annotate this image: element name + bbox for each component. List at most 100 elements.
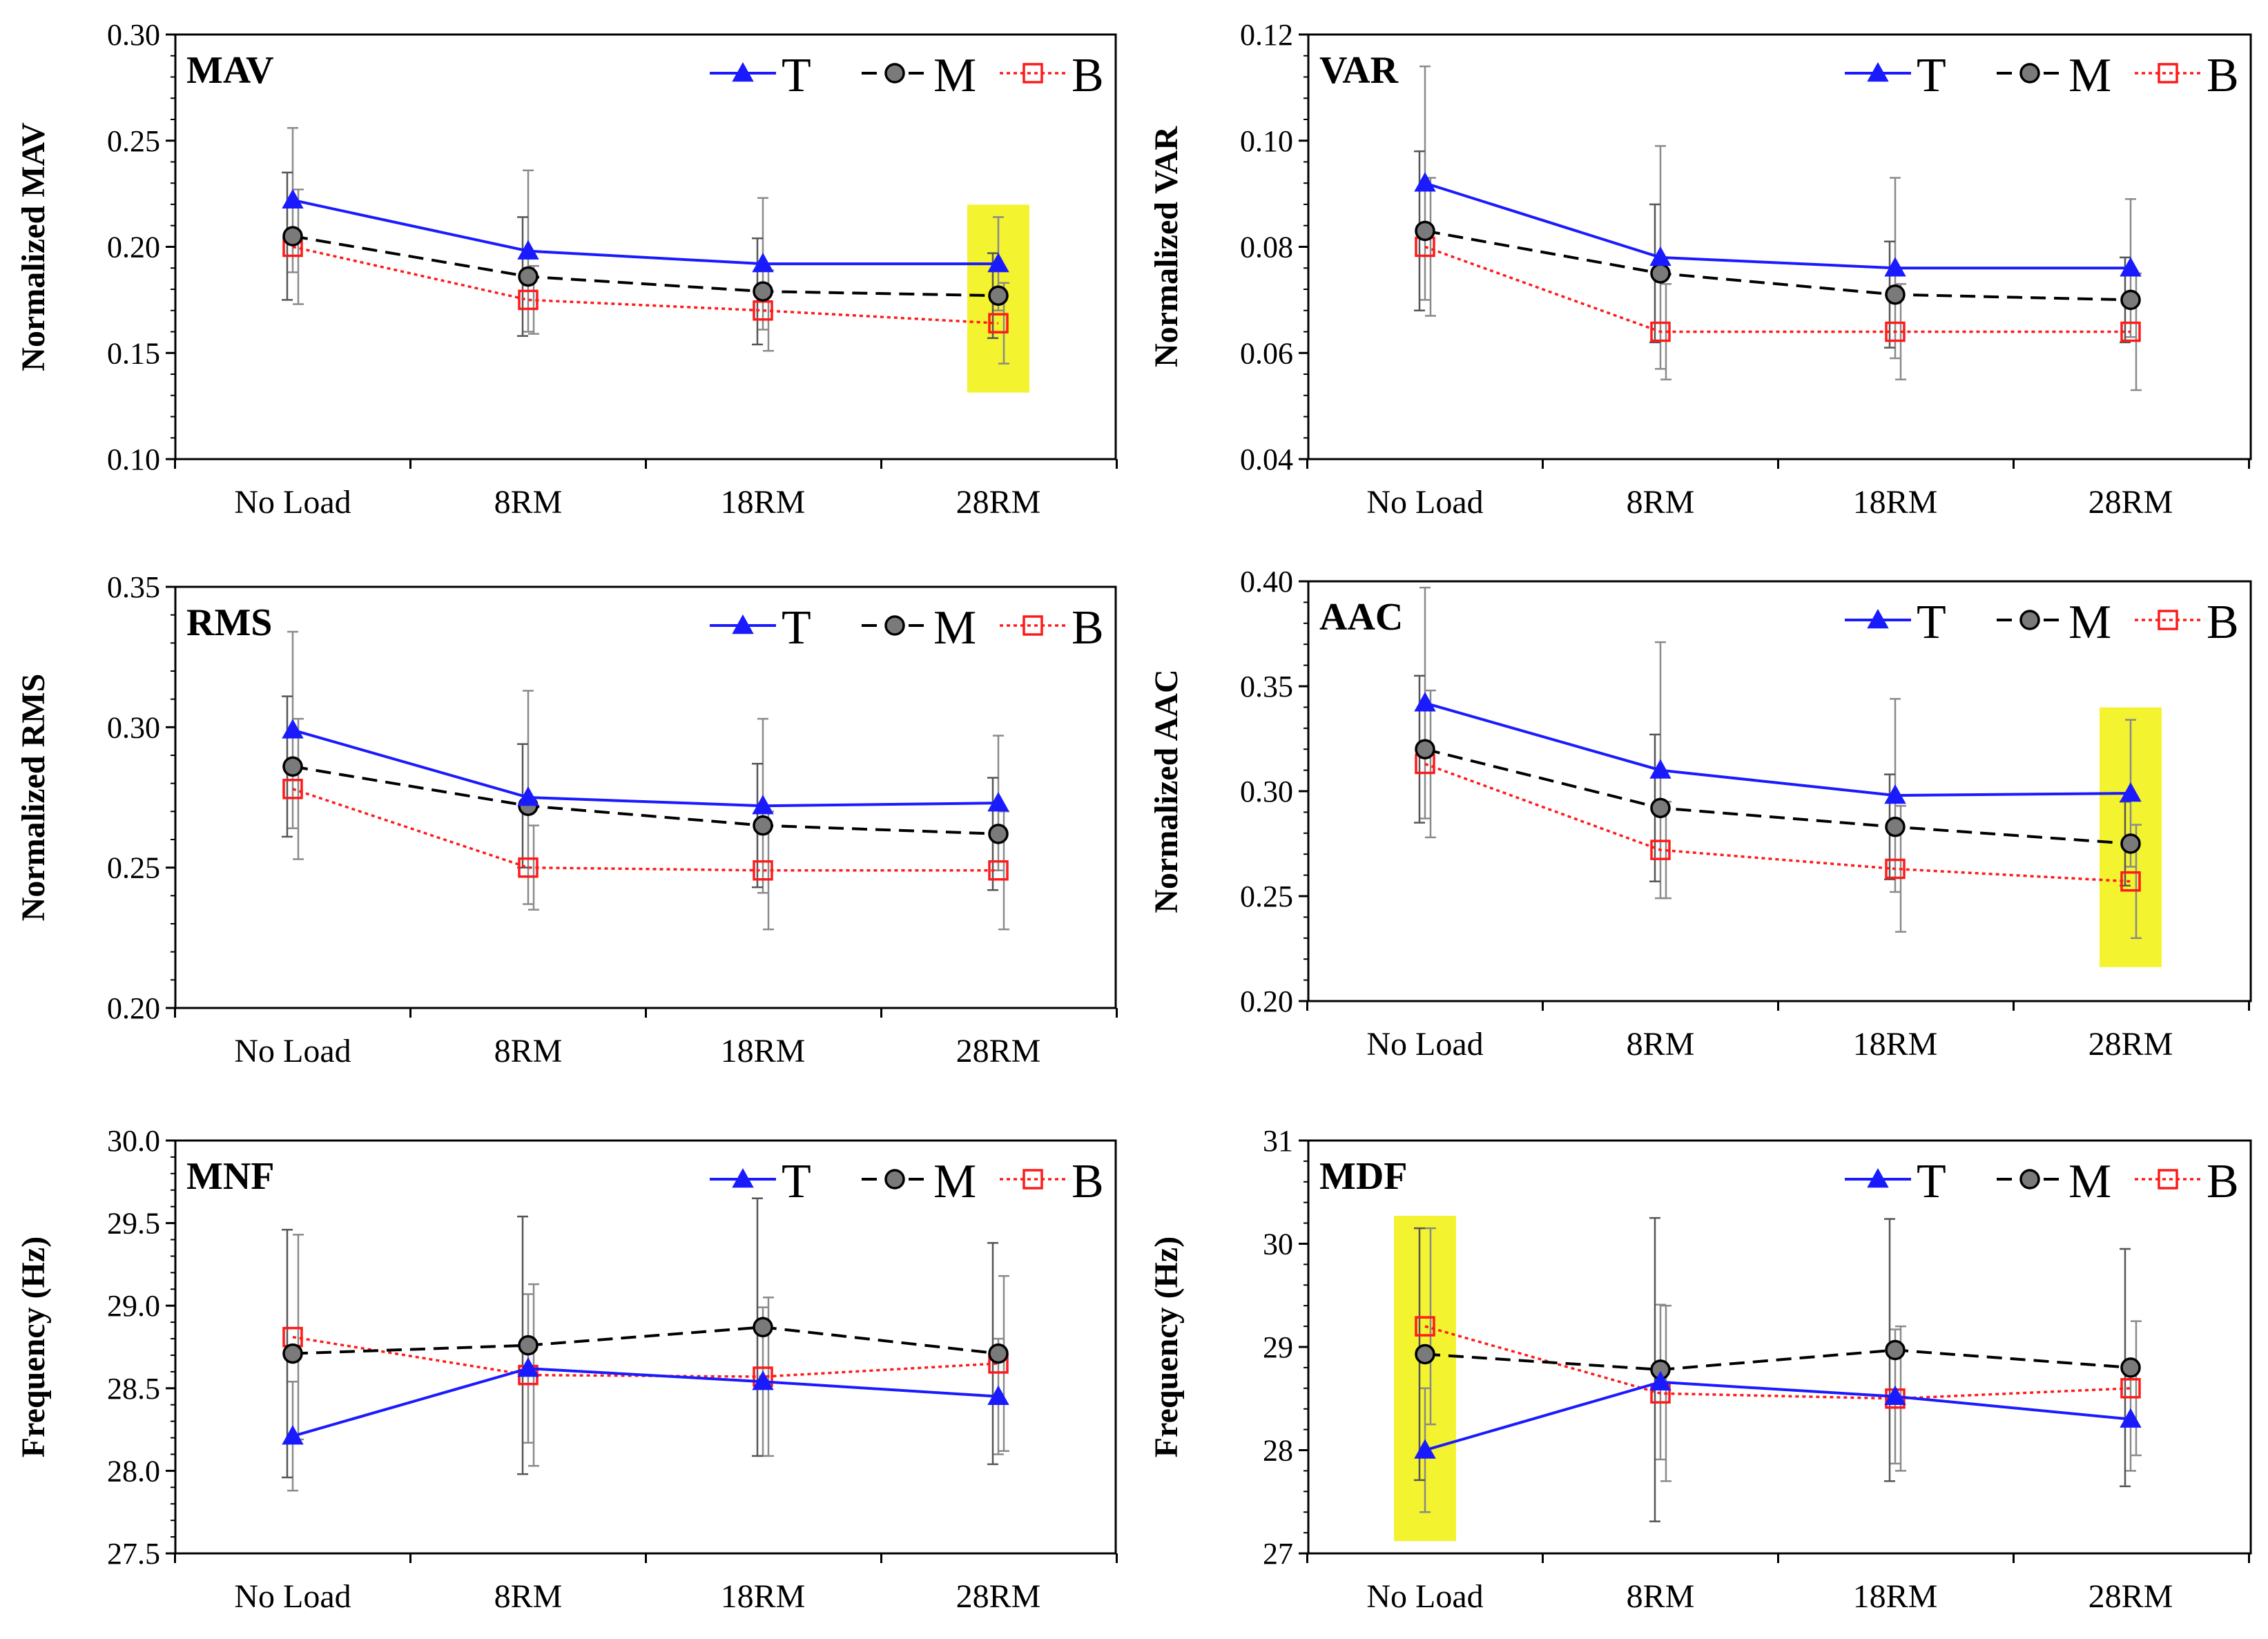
x-axis: No Load 8RM 18RM 28RM [174,1553,1118,1615]
series-line-t [1424,182,2131,270]
x-tick-label: 18RM [721,484,806,521]
error-bar-b [1425,1227,1436,1426]
data-point-m [753,1317,773,1338]
series-line-t [1424,1380,2131,1452]
x-tick-label: 28RM [956,484,1041,521]
data-point-b [988,313,1009,333]
data-point-b [2120,871,2141,892]
legend-marker-t [1867,608,1889,629]
data-point-m [1885,284,1906,305]
data-point-m [1885,816,1906,837]
legend-marker-t [1867,61,1889,82]
legend-label-t: T [1917,1155,1946,1208]
y-tick-label: 0.30 [1240,775,1293,808]
data-point-m [518,1335,539,1356]
chart-mdf: 27 28 29 30 31 No Load 8RM 18RM 28RM Frequency (H… [1148,1124,2252,1615]
legend-marker-m [884,63,905,84]
data-point-m [1885,1339,1906,1361]
y-tick-label: 0.35 [1240,670,1293,704]
legend-label-b: B [2207,596,2239,649]
y-tick-label: 29.0 [107,1289,160,1323]
legend-marker-m [2019,63,2040,84]
legend-label-m: M [933,49,976,102]
y-tick-label: 0.04 [1240,443,1293,476]
y-axis-label: Normalized AAC [1148,669,1185,913]
y-axis-label: Normalized RMS [15,674,52,922]
y-tick-label: 0.20 [107,991,160,1025]
data-point-t [517,786,539,806]
y-axis: 0.20 0.25 0.30 0.35 [107,570,175,1025]
data-point-t [752,795,774,815]
y-axis: 27 28 29 30 31 [1263,1124,1308,1571]
chart-title: RMS [186,601,272,644]
y-tick-label: 0.25 [107,124,160,158]
data-point-t [2120,782,2142,802]
data-point-m [2120,1357,2141,1378]
x-tick-label: No Load [1366,484,1483,521]
data-point-m [988,285,1009,306]
y-axis-label: Normalized MAV [15,122,52,371]
y-tick-label: 30.0 [107,1124,160,1158]
legend-label-t: T [1917,596,1946,649]
series-line-m [292,765,999,835]
y-tick-label: 0.30 [107,710,160,744]
x-axis: No Load 8RM 18RM 28RM [1306,1553,2250,1615]
x-tick-label: 8RM [1627,1026,1695,1063]
legend-label-b: B [1072,1155,1104,1208]
data-point-t [1414,1439,1436,1459]
x-axis: No Load 8RM 18RM 28RM [174,1008,1118,1069]
y-axis-label: Frequency (Hz) [15,1236,52,1457]
x-tick-label: 18RM [721,1578,806,1615]
chart-title: MNF [186,1155,275,1198]
data-point-t [1414,172,1436,192]
x-axis: No Load 8RM 18RM 28RM [1306,459,2250,521]
x-tick-label: 28RM [956,1578,1041,1615]
data-point-b [753,860,773,881]
data-point-b [1650,840,1671,860]
x-tick-label: No Load [1366,1578,1483,1615]
data-point-m [1650,797,1671,819]
legend-label-m: M [2068,49,2111,102]
y-tick-label: 28.0 [107,1454,160,1488]
y-axis: 0.10 0.15 0.20 0.25 0.30 [107,18,175,476]
data-point-t [1884,1385,1906,1405]
chart-title: AAC [1319,596,1403,639]
y-tick-label: 0.20 [1240,985,1293,1018]
data-point-m [988,1343,1009,1364]
data-point-t [517,240,539,260]
y-tick-label: 0.25 [1240,880,1293,913]
error-bar-b [528,824,539,911]
y-axis-label: Normalized VAR [1148,126,1185,367]
legend-marker-m [884,1169,905,1190]
y-tick-label: 0.15 [107,336,160,370]
series-line-t [292,198,998,266]
x-tick-label: 8RM [494,484,563,521]
data-point-t [1414,692,1436,712]
data-point-b [988,860,1009,881]
legend-marker-t [732,61,754,82]
y-tick-label: 27.5 [107,1537,160,1571]
series-line-t [292,1367,999,1438]
y-axis: 0.04 0.06 0.08 0.10 0.12 [1240,18,1308,476]
series-line-m [1424,1348,2131,1371]
y-tick-label: 0.08 [1240,231,1293,264]
legend-label-t: T [782,601,811,654]
data-point-t [282,1425,304,1445]
data-point-t [987,1385,1009,1405]
data-point-b [1415,1316,1435,1337]
y-tick-label: 30 [1263,1228,1293,1261]
data-point-b [518,857,539,878]
data-point-b [2120,321,2141,342]
series-line-b [292,788,998,872]
series-line-m [1424,229,2131,302]
chart-title: VAR [1319,49,1399,92]
data-point-m [1650,263,1671,284]
data-point-t [1649,246,1671,266]
data-point-t [2120,257,2142,277]
